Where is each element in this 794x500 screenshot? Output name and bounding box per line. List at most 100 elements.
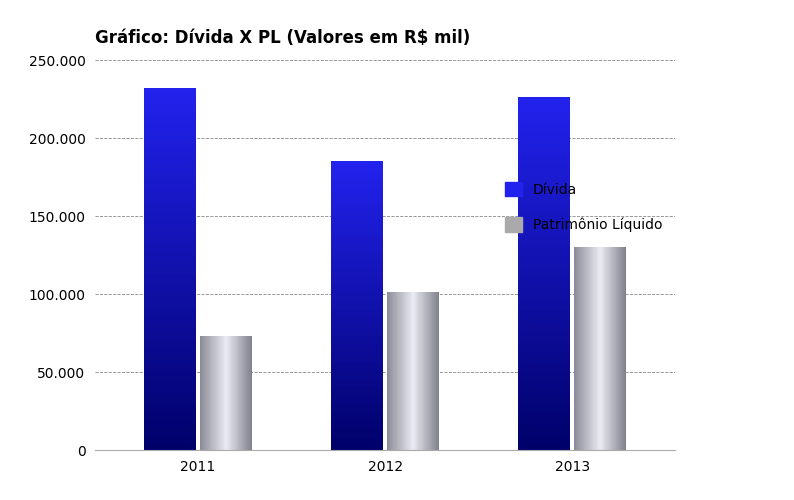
Bar xyxy=(331,292,384,293)
Bar xyxy=(591,247,592,450)
Bar xyxy=(518,343,570,344)
Bar xyxy=(144,440,196,442)
Bar xyxy=(144,368,196,369)
Bar xyxy=(144,216,196,217)
Bar xyxy=(426,292,427,450)
Bar xyxy=(331,372,384,373)
Bar xyxy=(518,210,570,212)
Bar xyxy=(518,374,570,375)
Bar xyxy=(144,254,196,256)
Bar xyxy=(518,297,570,298)
Bar xyxy=(144,446,196,448)
Bar xyxy=(518,296,570,297)
Bar xyxy=(331,355,384,356)
Bar xyxy=(144,264,196,266)
Bar xyxy=(518,350,570,352)
Bar xyxy=(331,343,384,344)
Bar xyxy=(518,188,570,189)
Bar xyxy=(331,440,384,442)
Bar xyxy=(144,221,196,222)
Bar xyxy=(331,442,384,444)
Bar xyxy=(610,247,611,450)
Bar xyxy=(144,178,196,180)
Bar xyxy=(144,106,196,108)
Bar xyxy=(331,225,384,226)
Bar xyxy=(518,390,570,391)
Bar xyxy=(144,146,196,147)
Bar xyxy=(518,235,570,236)
Bar xyxy=(144,232,196,233)
Bar xyxy=(331,350,384,351)
Bar xyxy=(587,247,588,450)
Bar xyxy=(144,322,196,324)
Bar xyxy=(331,260,384,262)
Bar xyxy=(518,256,570,258)
Bar xyxy=(331,438,384,440)
Bar xyxy=(144,210,196,211)
Bar xyxy=(518,154,570,155)
Bar xyxy=(518,292,570,294)
Bar xyxy=(518,189,570,190)
Bar xyxy=(518,250,570,252)
Bar xyxy=(144,278,196,280)
Bar xyxy=(331,414,384,416)
Bar xyxy=(144,328,196,330)
Bar xyxy=(331,301,384,302)
Bar xyxy=(144,427,196,428)
Bar xyxy=(518,309,570,310)
Bar xyxy=(518,418,570,420)
Bar xyxy=(144,351,196,352)
Bar xyxy=(398,292,399,450)
Bar xyxy=(518,180,570,181)
Bar xyxy=(414,292,415,450)
Bar xyxy=(331,224,384,225)
Bar xyxy=(518,269,570,270)
Bar xyxy=(331,310,384,312)
Bar xyxy=(331,221,384,222)
Bar xyxy=(331,244,384,245)
Bar xyxy=(518,264,570,266)
Bar xyxy=(518,438,570,440)
Bar xyxy=(584,247,585,450)
Bar xyxy=(331,270,384,271)
Bar xyxy=(243,336,244,450)
Bar xyxy=(518,214,570,215)
Bar xyxy=(518,200,570,201)
Bar xyxy=(518,282,570,283)
Bar xyxy=(331,302,384,303)
Bar xyxy=(518,400,570,402)
Bar xyxy=(518,424,570,426)
Bar xyxy=(518,254,570,255)
Bar xyxy=(518,289,570,290)
Bar xyxy=(331,394,384,395)
Bar xyxy=(518,167,570,168)
Bar xyxy=(331,216,384,217)
Bar xyxy=(518,338,570,340)
Bar xyxy=(144,98,196,99)
Bar xyxy=(144,114,196,116)
Bar xyxy=(144,262,196,263)
Bar xyxy=(435,292,436,450)
Bar xyxy=(331,334,384,336)
Bar xyxy=(144,433,196,434)
Bar xyxy=(518,129,570,130)
Bar xyxy=(518,118,570,120)
Bar xyxy=(518,181,570,182)
Bar xyxy=(518,147,570,148)
Bar xyxy=(518,449,570,450)
Bar xyxy=(518,166,570,167)
Bar xyxy=(395,292,396,450)
Bar xyxy=(396,292,398,450)
Bar xyxy=(399,292,400,450)
Bar xyxy=(599,247,600,450)
Bar xyxy=(518,308,570,309)
Bar xyxy=(331,284,384,286)
Bar xyxy=(518,130,570,132)
Bar xyxy=(331,371,384,372)
Bar xyxy=(331,290,384,292)
Bar xyxy=(331,164,384,165)
Bar xyxy=(331,250,384,251)
Bar xyxy=(144,363,196,364)
Bar xyxy=(518,437,570,438)
Bar xyxy=(144,386,196,388)
